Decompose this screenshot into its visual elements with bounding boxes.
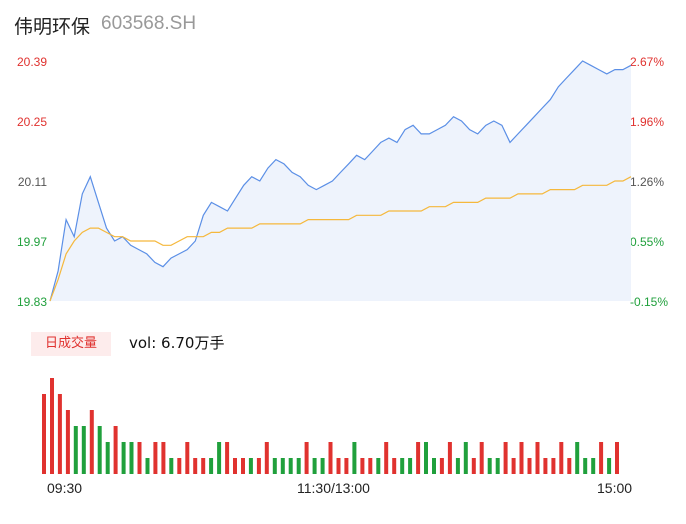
price-line xyxy=(49,60,632,302)
volume-bar xyxy=(607,458,612,474)
volume-bar xyxy=(511,458,516,474)
volume-bar xyxy=(463,442,468,474)
volume-bar xyxy=(352,442,357,474)
volume-bar xyxy=(400,458,405,474)
stock-name: 伟明环保 xyxy=(14,16,91,38)
volume-bar xyxy=(304,442,309,474)
volume-bar xyxy=(535,442,540,474)
stock-code: 603568.SH xyxy=(101,13,197,34)
volume-bar xyxy=(416,442,421,474)
x-tick-open: 09:30 xyxy=(47,480,83,496)
volume-bar xyxy=(368,458,373,474)
y-left-tick-0: 20.39 xyxy=(16,55,47,69)
volume-bar xyxy=(272,458,277,474)
volume-bar xyxy=(193,458,198,474)
volume-bar xyxy=(471,458,476,474)
volume-bar xyxy=(575,442,580,474)
y-left-tick-2: 20.11 xyxy=(17,175,47,189)
volume-bar xyxy=(185,442,190,474)
volume-bar xyxy=(599,442,604,474)
volume-bar xyxy=(97,426,102,474)
volume-bar xyxy=(296,458,301,474)
volume-bar xyxy=(280,458,285,474)
volume-bar xyxy=(241,458,245,474)
volume-bar xyxy=(344,458,349,474)
volume-bar xyxy=(567,458,572,474)
volume-bar xyxy=(328,442,333,474)
volume-bar xyxy=(65,410,70,474)
volume-bar xyxy=(447,442,452,474)
volume-bar xyxy=(153,442,158,474)
volume-bar xyxy=(105,442,110,474)
volume-bar xyxy=(424,442,428,474)
y-right-tick-2: 1.26% xyxy=(630,175,665,189)
volume-bar xyxy=(57,394,62,474)
y-right-tick-0: 2.67% xyxy=(630,55,665,69)
volume-bar xyxy=(495,458,500,474)
x-tick-midday: 11:30/13:00 xyxy=(297,480,370,496)
volume-bar xyxy=(225,442,230,474)
volume-bar xyxy=(169,458,174,474)
volume-bar xyxy=(312,458,317,474)
volume-bar xyxy=(336,458,341,474)
volume-bar xyxy=(137,442,142,474)
volume-bar xyxy=(408,458,413,474)
volume-bar xyxy=(392,458,397,474)
volume-bar xyxy=(583,458,588,474)
y-right-tick-4: -0.15% xyxy=(630,295,669,309)
volume-bar xyxy=(439,458,444,474)
y-right-tick-3: 0.55% xyxy=(630,235,665,249)
y-left-tick-1: 20.25 xyxy=(16,115,47,129)
volume-bar xyxy=(503,442,508,474)
volume-bar xyxy=(376,458,381,474)
volume-bar xyxy=(615,442,619,474)
volume-bar xyxy=(113,426,118,474)
volume-bar xyxy=(519,442,524,474)
volume-bar xyxy=(551,458,556,474)
volume-bar xyxy=(543,458,548,474)
volume-bar xyxy=(248,458,253,474)
y-left-tick-3: 19.97 xyxy=(16,235,47,249)
volume-bar xyxy=(217,442,222,474)
x-tick-close: 15:00 xyxy=(597,480,633,496)
volume-bar xyxy=(121,442,126,474)
average-price-line xyxy=(49,176,632,302)
volume-bar xyxy=(81,426,86,474)
volume-bar xyxy=(89,410,94,474)
volume-bar xyxy=(129,442,134,474)
volume-bar xyxy=(384,442,389,474)
volume-bar xyxy=(201,458,206,474)
volume-bar xyxy=(177,458,182,474)
volume-bar xyxy=(288,458,293,474)
volume-badge: 日成交量 xyxy=(31,332,111,356)
y-left-tick-4: 19.83 xyxy=(16,295,47,309)
volume-bar xyxy=(527,458,532,474)
volume-bar xyxy=(209,458,214,474)
volume-bar xyxy=(432,458,436,474)
y-right-tick-1: 1.96% xyxy=(630,115,665,129)
volume-bar xyxy=(256,458,261,474)
volume-bar xyxy=(360,458,365,474)
volume-bar xyxy=(591,458,596,474)
volume-bar xyxy=(320,458,325,474)
volume-bar xyxy=(73,426,78,474)
volume-bar xyxy=(161,442,166,474)
price-area xyxy=(50,61,631,301)
volume-bar xyxy=(42,394,46,474)
volume-bar xyxy=(233,458,237,474)
volume-bar xyxy=(479,442,484,474)
volume-readout: vol: 6.70万手 xyxy=(129,334,225,352)
volume-bar xyxy=(50,378,54,474)
volume-bar xyxy=(145,458,150,474)
volume-bar xyxy=(455,458,460,474)
volume-bar xyxy=(559,442,564,474)
volume-bar xyxy=(264,442,269,474)
volume-bar xyxy=(487,458,492,474)
